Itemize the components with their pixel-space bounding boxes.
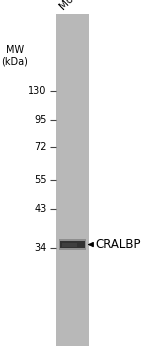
Bar bbox=[59, 239, 86, 250]
Text: MW
(kDa): MW (kDa) bbox=[2, 45, 28, 66]
Bar bbox=[60, 241, 85, 248]
Text: 72: 72 bbox=[34, 142, 46, 152]
Text: 95: 95 bbox=[34, 115, 46, 125]
Text: 34: 34 bbox=[34, 243, 46, 253]
Text: 43: 43 bbox=[34, 204, 46, 214]
Text: CRALBP: CRALBP bbox=[95, 238, 141, 251]
Bar bbox=[56, 14, 88, 346]
Text: 130: 130 bbox=[28, 86, 46, 96]
Text: Mouse eye: Mouse eye bbox=[58, 0, 105, 12]
Bar bbox=[62, 243, 77, 246]
Text: 55: 55 bbox=[34, 175, 46, 185]
